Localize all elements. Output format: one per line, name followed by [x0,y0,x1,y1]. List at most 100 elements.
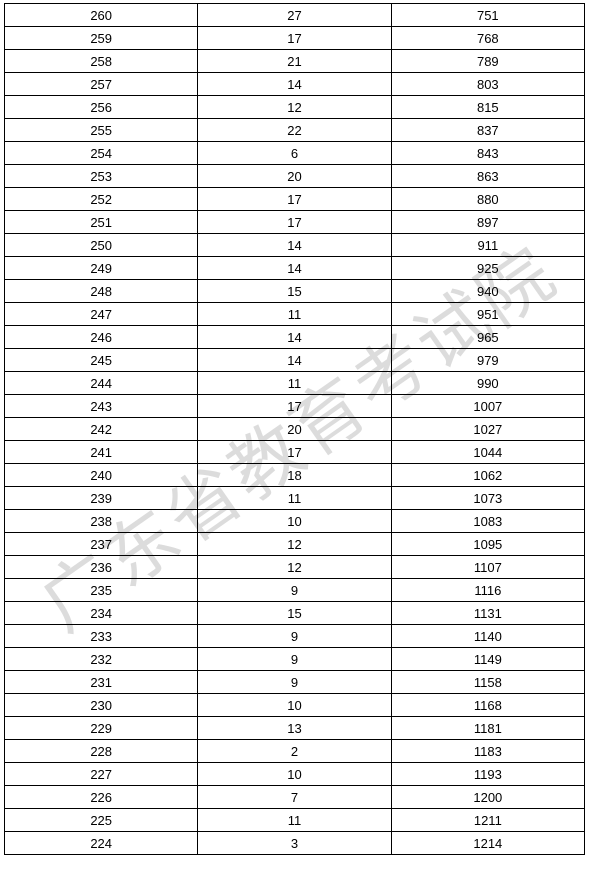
table-cell: 789 [391,50,584,73]
table-cell: 229 [5,717,198,740]
table-row: 24711951 [5,303,585,326]
table-cell: 251 [5,211,198,234]
table-cell: 11 [198,303,391,326]
table-cell: 244 [5,372,198,395]
table-cell: 863 [391,165,584,188]
table-cell: 843 [391,142,584,165]
table-cell: 7 [198,786,391,809]
table-cell: 22 [198,119,391,142]
table-row: 236121107 [5,556,585,579]
table-cell: 1200 [391,786,584,809]
table-cell: 1181 [391,717,584,740]
table-cell: 249 [5,257,198,280]
table-cell: 17 [198,395,391,418]
table-row: 23191158 [5,671,585,694]
table-row: 24815940 [5,280,585,303]
table-cell: 11 [198,809,391,832]
table-cell: 897 [391,211,584,234]
table-cell: 1107 [391,556,584,579]
table-cell: 246 [5,326,198,349]
table-cell: 803 [391,73,584,96]
table-cell: 9 [198,625,391,648]
table-cell: 239 [5,487,198,510]
table-cell: 2 [198,740,391,763]
table-cell: 15 [198,280,391,303]
table-cell: 231 [5,671,198,694]
table-cell: 1211 [391,809,584,832]
table-cell: 768 [391,27,584,50]
table-cell: 13 [198,717,391,740]
table-cell: 9 [198,671,391,694]
table-cell: 1214 [391,832,584,855]
table-cell: 1083 [391,510,584,533]
table-cell: 258 [5,50,198,73]
table-cell: 15 [198,602,391,625]
table-cell: 243 [5,395,198,418]
table-cell: 241 [5,441,198,464]
table-cell: 9 [198,579,391,602]
table-cell: 256 [5,96,198,119]
table-cell: 237 [5,533,198,556]
table-cell: 233 [5,625,198,648]
table-row: 22671200 [5,786,585,809]
table-cell: 11 [198,372,391,395]
table-row: 23391140 [5,625,585,648]
table-row: 25117897 [5,211,585,234]
table-cell: 245 [5,349,198,372]
table-row: 24514979 [5,349,585,372]
table-row: 25320863 [5,165,585,188]
table-cell: 254 [5,142,198,165]
table-cell: 21 [198,50,391,73]
table-cell: 880 [391,188,584,211]
table-cell: 1095 [391,533,584,556]
table-row: 26027751 [5,4,585,27]
table-cell: 260 [5,4,198,27]
table-cell: 6 [198,142,391,165]
table-cell: 17 [198,188,391,211]
table-cell: 17 [198,211,391,234]
table-row: 25014911 [5,234,585,257]
table-cell: 227 [5,763,198,786]
table-cell: 10 [198,763,391,786]
table-row: 237121095 [5,533,585,556]
table-cell: 252 [5,188,198,211]
table-cell: 240 [5,464,198,487]
table-cell: 250 [5,234,198,257]
table-row: 25821789 [5,50,585,73]
table-row: 238101083 [5,510,585,533]
table-cell: 259 [5,27,198,50]
table-row: 242201027 [5,418,585,441]
table-cell: 27 [198,4,391,27]
table-cell: 990 [391,372,584,395]
table-row: 22821183 [5,740,585,763]
table-cell: 234 [5,602,198,625]
table-row: 227101193 [5,763,585,786]
table-row: 23291149 [5,648,585,671]
table-layer: 2602775125917768258217892571480325612815… [4,3,585,855]
table-row: 24914925 [5,257,585,280]
table-cell: 17 [198,27,391,50]
table-row: 25522837 [5,119,585,142]
table-cell: 230 [5,694,198,717]
table-cell: 14 [198,349,391,372]
table-cell: 940 [391,280,584,303]
table-cell: 1062 [391,464,584,487]
table-row: 25714803 [5,73,585,96]
table-cell: 1149 [391,648,584,671]
table-cell: 951 [391,303,584,326]
table-cell: 1073 [391,487,584,510]
table-cell: 1140 [391,625,584,648]
table-cell: 965 [391,326,584,349]
table-cell: 247 [5,303,198,326]
table-cell: 14 [198,326,391,349]
table-cell: 248 [5,280,198,303]
table-cell: 17 [198,441,391,464]
score-table: 2602775125917768258217892571480325612815… [4,3,585,855]
table-cell: 979 [391,349,584,372]
table-cell: 3 [198,832,391,855]
table-row: 25612815 [5,96,585,119]
table-row: 234151131 [5,602,585,625]
table-cell: 1131 [391,602,584,625]
table-cell: 255 [5,119,198,142]
table-cell: 238 [5,510,198,533]
